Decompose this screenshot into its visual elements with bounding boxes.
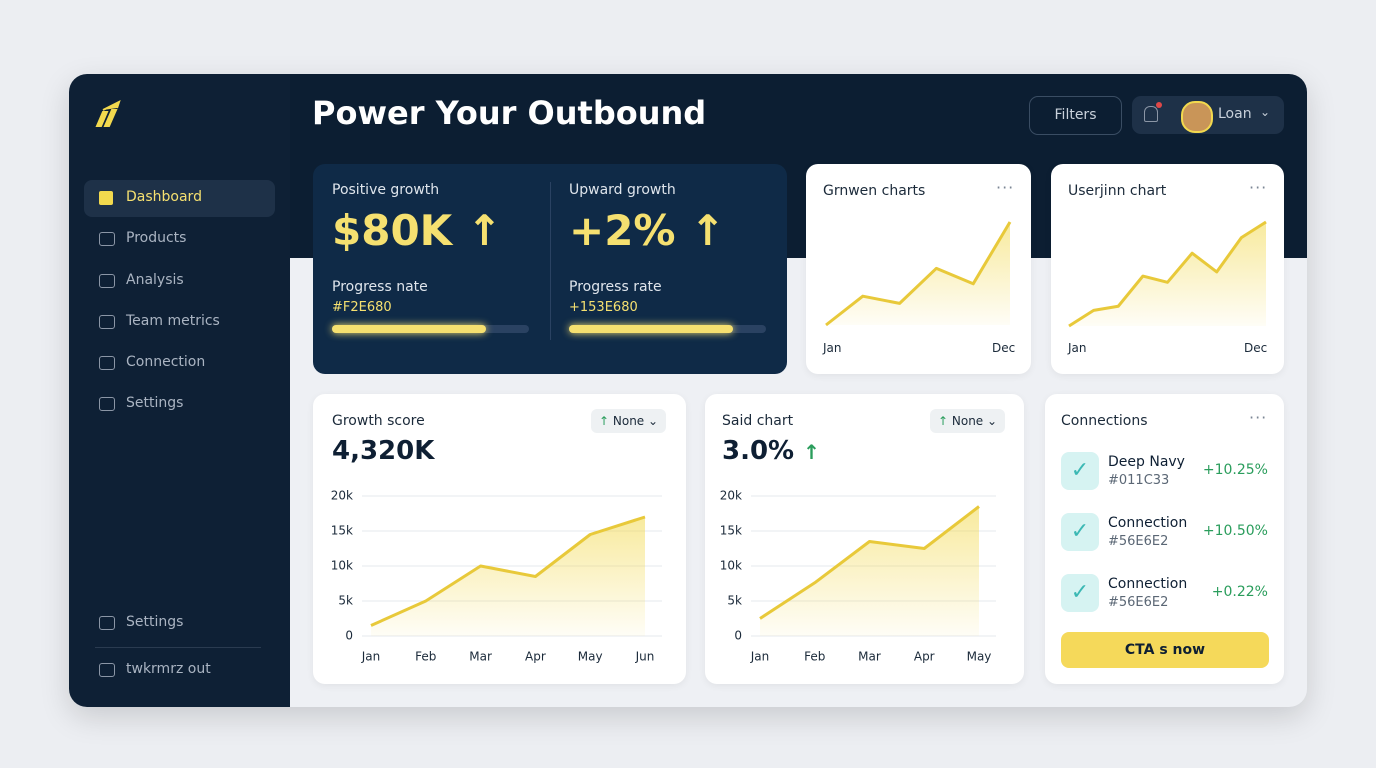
x-label: Jan xyxy=(1068,341,1087,355)
nav-icon[interactable] xyxy=(99,356,115,370)
x-label: Dec xyxy=(992,341,1016,355)
logo xyxy=(95,100,121,127)
stat-code: #F2E680 xyxy=(332,300,392,315)
check-icon: ✓ xyxy=(1061,574,1099,612)
nav-item[interactable]: Analysis xyxy=(126,272,184,288)
stat-value: $80K ↑ xyxy=(332,206,503,255)
check-icon: ✓ xyxy=(1061,452,1099,490)
stat-code: +153E680 xyxy=(569,300,638,315)
filters-button[interactable]: Filters xyxy=(1029,96,1122,135)
mini-chart-card: Grnwen charts ··· Jan Dec xyxy=(806,164,1031,374)
stat-label: Upward growth xyxy=(569,182,676,198)
check-icon: ✓ xyxy=(1061,513,1099,551)
dropdown-label: None xyxy=(951,414,984,428)
avatar xyxy=(1181,101,1213,133)
connection-change: +0.22% xyxy=(1211,584,1268,600)
nav-icon[interactable] xyxy=(99,191,113,205)
nav-icon[interactable] xyxy=(99,315,115,329)
nav-item[interactable]: Settings xyxy=(126,614,184,630)
progress-track xyxy=(569,325,766,333)
separator xyxy=(95,647,261,648)
connection-code: #56E6E2 xyxy=(1108,595,1169,610)
dropdown[interactable]: ↑ None ⌄ xyxy=(591,409,667,433)
connection-name: Connection xyxy=(1108,576,1188,592)
stat-sub: Progress rate xyxy=(569,279,662,295)
connection-change: +10.50% xyxy=(1202,523,1268,539)
more-button[interactable]: ··· xyxy=(1249,178,1268,197)
nav-item[interactable]: Settings xyxy=(126,395,184,411)
chevron: ⌄ xyxy=(1260,105,1271,119)
nav-icon[interactable] xyxy=(99,616,115,630)
mini-chart-card: Userjinn chart ··· Jan Dec xyxy=(1051,164,1284,374)
progress-bar xyxy=(332,325,486,333)
more-button[interactable]: ··· xyxy=(996,178,1015,197)
x-label: Dec xyxy=(1244,341,1268,355)
card-title: Connections xyxy=(1061,413,1148,429)
stat-value: +2% ↑ xyxy=(569,206,726,255)
connection-name: Connection xyxy=(1108,515,1188,531)
card-title: Userjinn chart xyxy=(1068,183,1167,199)
page-title: Power Your Outbound xyxy=(312,94,707,132)
card-title: Grnwen charts xyxy=(823,183,926,199)
connection-code: #56E6E2 xyxy=(1108,534,1169,549)
user-menu[interactable]: Loan ⌄ xyxy=(1132,96,1284,134)
bell-icon[interactable] xyxy=(1144,106,1158,122)
stats-card xyxy=(313,164,787,374)
chart-card: Said chart ↑ None ⌄ 3.0% ↑ xyxy=(705,394,1024,684)
progress-track xyxy=(332,325,529,333)
nav-item[interactable]: twkrmrz out xyxy=(126,661,211,677)
divider xyxy=(550,182,551,340)
connections-card: Connections ··· CTA s now ✓ Deep Navy #011… xyxy=(1045,394,1284,684)
stat-number: $80K xyxy=(332,206,453,255)
nav-icon[interactable] xyxy=(99,663,115,677)
user-name: Loan xyxy=(1218,106,1252,122)
sidebar: Dashboard Products Analysis Team metrics Con… xyxy=(69,74,290,707)
connection-change: +10.25% xyxy=(1202,462,1268,478)
notification-dot xyxy=(1156,102,1162,108)
nav-item[interactable]: Connection xyxy=(126,354,206,370)
cta-label: CTA s now xyxy=(1124,642,1206,658)
nav-icon[interactable] xyxy=(99,274,115,288)
nav-icon[interactable] xyxy=(99,397,115,411)
headline-value: 3.0% xyxy=(722,436,795,466)
filters-label: Filters xyxy=(1054,107,1097,123)
headline: 4,320K xyxy=(332,436,435,466)
nav-item[interactable]: Team metrics xyxy=(126,313,220,329)
active-item[interactable] xyxy=(84,180,275,217)
connection-name: Deep Navy xyxy=(1108,454,1185,470)
stat-number: +2% xyxy=(569,206,676,255)
connection-code: #011C33 xyxy=(1108,473,1170,488)
more-button[interactable]: ··· xyxy=(1249,408,1268,427)
cta-button[interactable]: CTA s now xyxy=(1061,632,1269,668)
nav-item[interactable]: Dashboard xyxy=(126,189,202,205)
card-title: Growth score xyxy=(332,413,425,429)
progress-bar xyxy=(569,325,733,333)
dropdown-label: None xyxy=(612,414,645,428)
nav-icon[interactable] xyxy=(99,232,115,246)
dropdown[interactable]: ↑ None ⌄ xyxy=(930,409,1006,433)
app-window: Dashboard Products Analysis Team metrics Con… xyxy=(69,74,1307,707)
headline: 3.0% ↑ xyxy=(722,436,820,466)
nav-item[interactable]: Products xyxy=(126,230,187,246)
stat-label: Positive growth xyxy=(332,182,440,198)
chart-card: Growth score ↑ None ⌄ 4,320K xyxy=(313,394,686,684)
card-title: Said chart xyxy=(722,413,794,429)
x-label: Jan xyxy=(823,341,842,355)
stat-sub: Progress nate xyxy=(332,279,428,295)
